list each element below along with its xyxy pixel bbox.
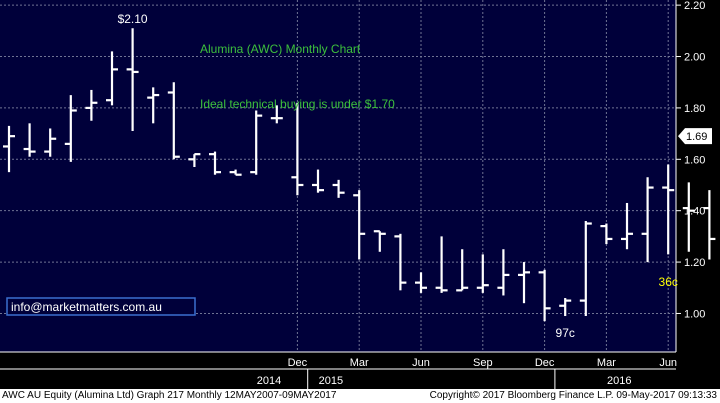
ohlc-bar bbox=[23, 123, 36, 157]
x-year-label: 2016 bbox=[607, 375, 631, 387]
last-price-tag: 1.69 bbox=[678, 128, 712, 145]
watermark-link[interactable]: info@marketmatters.com.au bbox=[11, 300, 162, 314]
ohlc-bar bbox=[64, 95, 77, 162]
footer-right: Copyright© 2017 Bloomberg Finance L.P. 0… bbox=[429, 390, 717, 401]
ohlc-bar bbox=[332, 179, 345, 198]
x-tick-label: Jun bbox=[412, 357, 430, 369]
x-axis: DecMarJunSepDecMarJunSepDecMar2014201520… bbox=[0, 351, 677, 389]
annotation-label: 36c bbox=[659, 275, 678, 289]
chart-subtitle: Ideal technical buying is under $1.70 bbox=[200, 97, 395, 111]
ohlc-chart: 2.20 2.00 1.80 1.60 1.40 1.20 1.00 Dec Mar Jun Se… bbox=[0, 0, 716, 389]
ohlc-bar bbox=[167, 82, 180, 160]
y-tick-label: 2.20 bbox=[684, 0, 705, 12]
x-tick-label: Mar bbox=[597, 357, 616, 369]
last-price-label: 1.69 bbox=[686, 131, 707, 143]
ohlc-bar bbox=[559, 298, 572, 317]
ohlc-bar bbox=[312, 169, 324, 193]
x-tick-label: Sep bbox=[473, 357, 493, 369]
ohlc-bar bbox=[188, 153, 201, 168]
annotation-label: $2.10 bbox=[118, 12, 148, 26]
ohlc-bar bbox=[662, 164, 675, 255]
ohlc-bar bbox=[518, 262, 530, 304]
x-tick-label: Jun bbox=[659, 357, 677, 369]
y-tick-label: 1.80 bbox=[684, 103, 705, 115]
footer-left: AWC AU Equity (Alumina Ltd) Graph 217 Mo… bbox=[2, 390, 337, 401]
ohlc-bar bbox=[641, 177, 654, 263]
y-tick-label: 1.00 bbox=[684, 308, 705, 320]
ohlc-bar bbox=[126, 28, 139, 132]
footer-bar: AWC AU Equity (Alumina Ltd) Graph 217 Mo… bbox=[0, 389, 720, 403]
annotations: $2.10$2.0497c36c38c bbox=[118, 12, 678, 340]
y-tick-label: 1.60 bbox=[684, 154, 705, 166]
ohlc-bar bbox=[703, 190, 716, 260]
ohlc-bar bbox=[353, 190, 366, 260]
ohlc-bar bbox=[579, 220, 592, 317]
chart-title: Alumina (AWC) Monthly Chart bbox=[200, 42, 361, 56]
ohlc-bar bbox=[3, 125, 15, 173]
watermark-link-box[interactable]: info@marketmatters.com.au bbox=[6, 297, 196, 316]
x-tick-label: Mar bbox=[350, 357, 369, 369]
ohlc-bar bbox=[147, 87, 160, 124]
ohlc-bar bbox=[44, 128, 57, 157]
ohlc-bar bbox=[456, 249, 469, 292]
ohlc-bar bbox=[621, 202, 633, 250]
price-bars bbox=[3, 28, 716, 322]
ohlc-bar bbox=[291, 102, 304, 196]
y-tick-label: 1.40 bbox=[684, 206, 705, 218]
ohlc-bar bbox=[538, 269, 551, 322]
ohlc-bar bbox=[270, 105, 283, 124]
ohlc-bar bbox=[85, 89, 98, 121]
y-axis: 2.20 2.00 1.80 1.60 1.40 1.20 1.00 bbox=[675, 0, 705, 352]
ohlc-bar bbox=[373, 230, 386, 252]
ohlc-bar bbox=[435, 236, 448, 293]
annotation-label: 97c bbox=[556, 326, 575, 340]
ohlc-bar bbox=[476, 254, 489, 293]
ohlc-bar bbox=[250, 110, 263, 175]
ohlc-bar bbox=[394, 233, 407, 291]
x-tick-label: Dec bbox=[535, 357, 555, 369]
y-tick-label: 2.00 bbox=[684, 52, 705, 64]
ohlc-bar bbox=[682, 182, 695, 252]
x-tick-label: Dec bbox=[288, 357, 308, 369]
ohlc-bar bbox=[106, 51, 118, 106]
ohlc-bar bbox=[497, 249, 510, 296]
x-year-label: 2014 bbox=[257, 375, 281, 387]
ohlc-bar bbox=[209, 151, 221, 175]
ohlc-bar bbox=[600, 223, 613, 245]
x-year-label: 2015 bbox=[319, 375, 343, 387]
ohlc-bar bbox=[415, 272, 427, 293]
ohlc-bar bbox=[229, 169, 242, 176]
y-tick-label: 1.20 bbox=[684, 257, 705, 269]
